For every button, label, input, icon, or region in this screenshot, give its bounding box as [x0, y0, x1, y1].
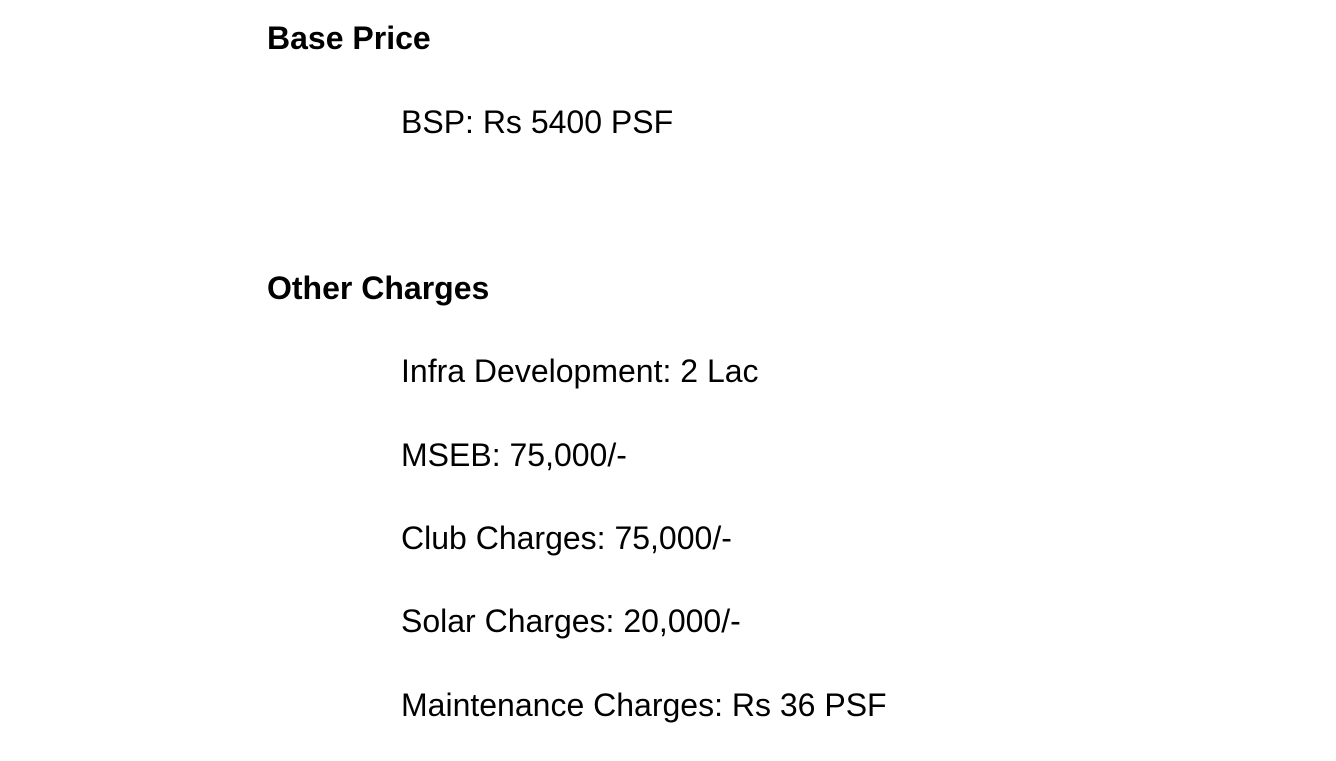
list-item: Club Charges: 75,000/-	[401, 520, 732, 556]
list-item: MSEB: 75,000/-	[401, 437, 627, 473]
section-heading-other-charges: Other Charges	[267, 270, 490, 306]
list-item: Maintenance Charges: Rs 36 PSF	[401, 687, 887, 723]
list-item: Infra Development: 2 Lac	[401, 353, 759, 389]
list-item: BSP: Rs 5400 PSF	[401, 104, 674, 140]
list-item: Solar Charges: 20,000/-	[401, 603, 741, 639]
section-heading-base-price: Base Price	[267, 20, 431, 56]
